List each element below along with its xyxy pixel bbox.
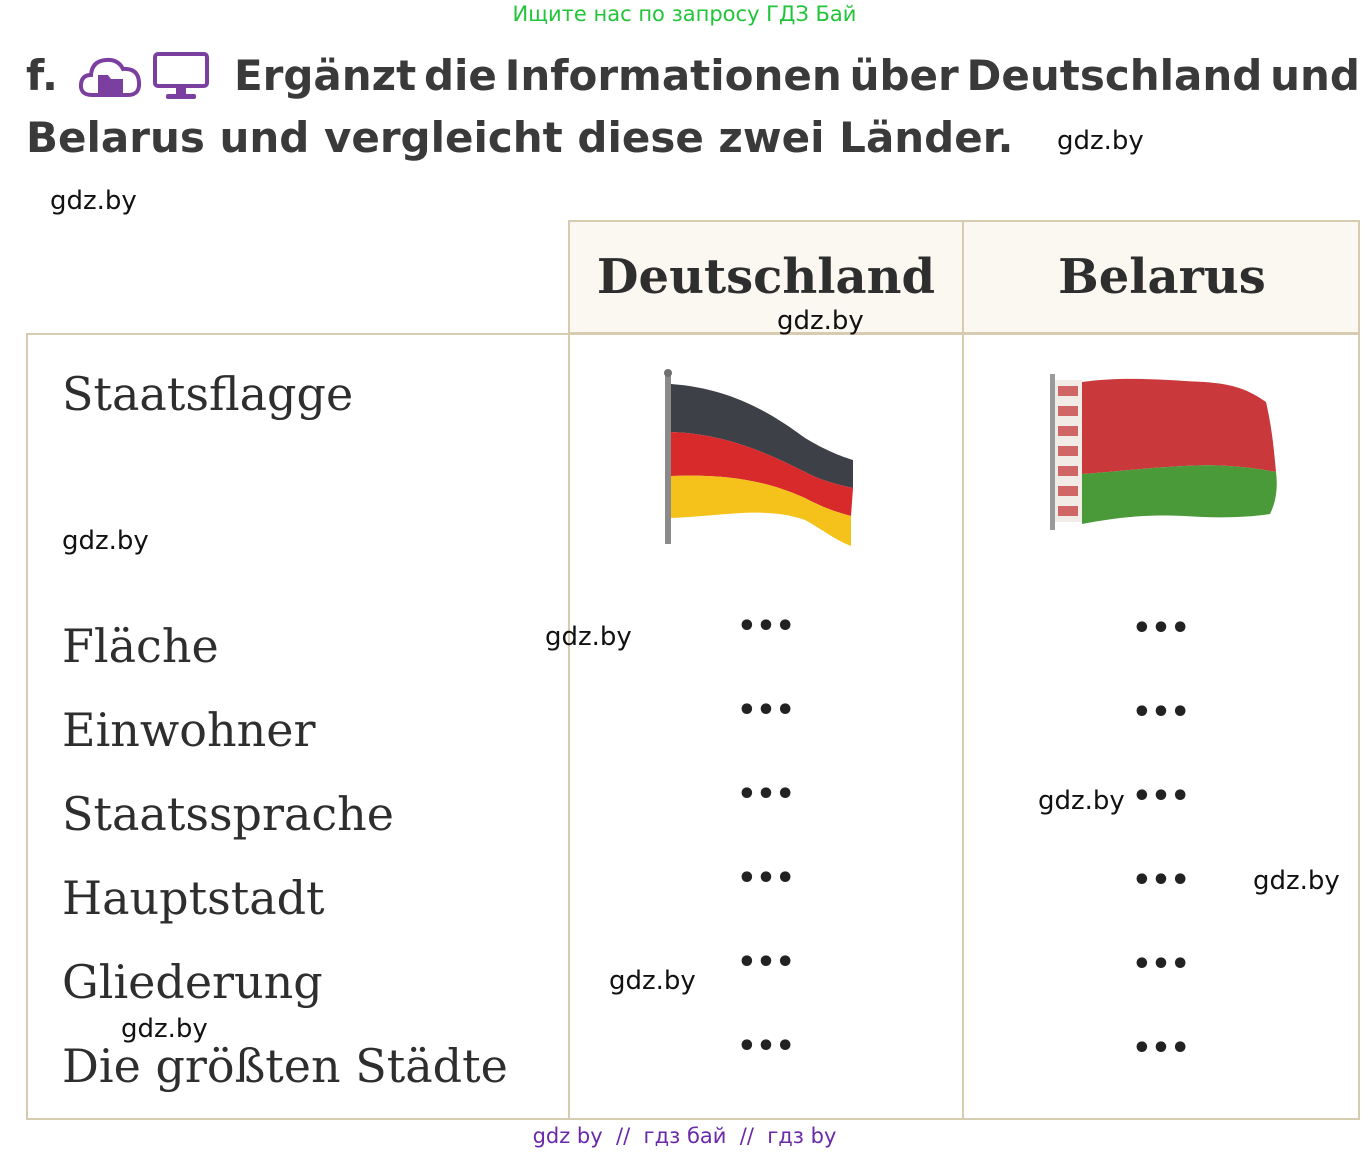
row-label-staatsflagge: Staatsflagge <box>62 367 354 421</box>
column-divider <box>962 220 964 1118</box>
row-label-flaeche: Fläche <box>62 619 219 673</box>
task-icons <box>78 51 210 101</box>
column-header-deutschland: Deutschland <box>596 249 936 305</box>
cell-deutschland-gliederung: ••• <box>737 945 795 980</box>
flag-germany-image <box>664 369 853 546</box>
row-label-gliederung: Gliederung <box>62 955 323 1009</box>
task-word-3: Informationen <box>504 51 842 100</box>
cloud-folder-icon <box>78 57 141 97</box>
flag-belarus-image <box>1050 374 1277 530</box>
row-label-einwohner: Einwohner <box>62 703 316 757</box>
watermark: gdz.by <box>777 306 864 336</box>
watermark: gdz.by <box>609 966 696 996</box>
watermark: gdz.by <box>1057 126 1144 156</box>
cell-deutschland-hauptstadt: ••• <box>737 861 795 896</box>
top-search-banner[interactable]: Ищите нас по запросу ГДЗ Бай <box>512 2 857 26</box>
task-word-4: über <box>849 51 959 100</box>
task-word-6: und <box>1270 51 1360 100</box>
watermark: gdz.by <box>62 526 149 556</box>
cell-deutschland-staatssprache: ••• <box>737 777 795 812</box>
cell-belarus-gliederung: ••• <box>1132 947 1190 982</box>
cell-deutschland-groesste-staedte: ••• <box>737 1029 795 1064</box>
watermark: gdz.by <box>50 186 137 216</box>
cell-deutschland-einwohner: ••• <box>737 693 795 728</box>
task-word-5: Deutschland <box>966 51 1263 100</box>
task-heading-line-2: Belarus und vergleicht diese zwei Länder… <box>26 113 1014 162</box>
cell-belarus-flaeche: ••• <box>1132 611 1190 646</box>
bottom-banner[interactable]: gdz by // гдз бай // гдз by <box>532 1124 837 1148</box>
watermark: gdz.by <box>121 1014 208 1044</box>
monitor-icon <box>152 52 209 99</box>
column-divider <box>568 333 570 1120</box>
table-header <box>568 220 1360 334</box>
task-head: f. Ergänzt <box>26 50 416 102</box>
cell-deutschland-flaeche: ••• <box>737 609 795 644</box>
watermark: gdz.by <box>545 622 632 652</box>
row-label-hauptstadt: Hauptstadt <box>62 871 325 925</box>
task-word-2: die <box>423 51 497 100</box>
column-header-belarus: Belarus <box>1058 249 1266 305</box>
cell-belarus-staatssprache: ••• <box>1132 779 1190 814</box>
watermark: gdz.by <box>1038 786 1125 816</box>
cell-belarus-hauptstadt: ••• <box>1132 863 1190 898</box>
row-label-staatssprache: Staatssprache <box>62 787 395 841</box>
cell-belarus-groesste-staedte: ••• <box>1132 1031 1190 1066</box>
task-label: f. <box>26 51 58 100</box>
watermark: gdz.by <box>1253 866 1340 896</box>
task-word-1: Ergänzt <box>233 51 417 100</box>
row-label-groesste-staedte: Die größten Städte <box>62 1039 508 1093</box>
cell-belarus-einwohner: ••• <box>1132 695 1190 730</box>
table-body <box>26 333 1360 1120</box>
task-heading-line-1: f. Ergänzt die Informationen über Deutsc… <box>26 50 1360 102</box>
